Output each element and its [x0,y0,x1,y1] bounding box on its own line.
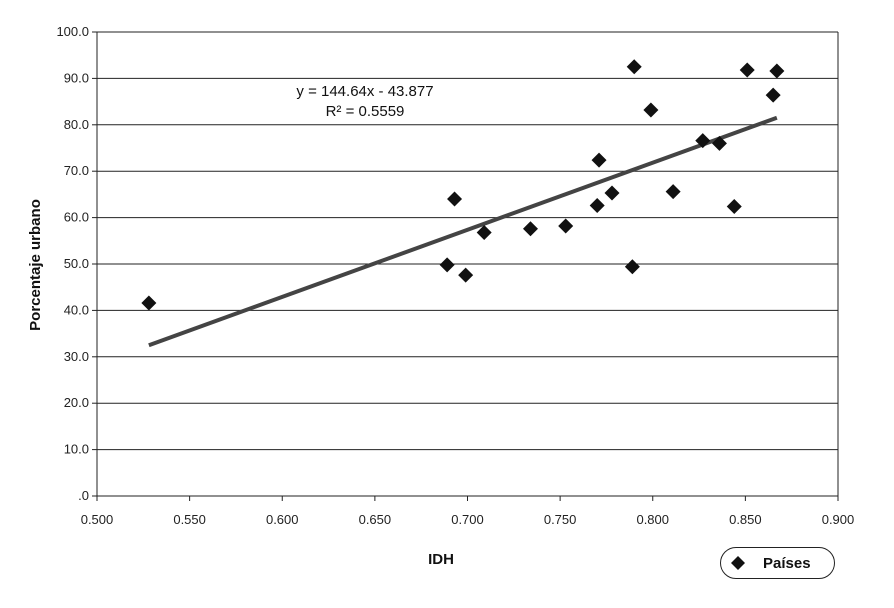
legend: Países [720,547,835,579]
data-point [522,221,538,237]
trendline [148,115,778,348]
data-point [726,198,742,214]
data-point [739,62,755,78]
data-points [141,59,785,311]
data-point [476,224,492,240]
y-tick-label: 10.0 [64,442,89,457]
data-point [624,259,640,275]
x-tick-label: 0.550 [173,512,206,527]
y-tick-label: 20.0 [64,395,89,410]
y-tick-label: 80.0 [64,117,89,132]
data-point [643,102,659,118]
y-tick-label: 30.0 [64,349,89,364]
data-point [765,87,781,103]
grid-lines [97,31,838,451]
x-tick-label: 0.850 [729,512,762,527]
x-tick-label: 0.800 [636,512,669,527]
trendline-group [148,115,778,348]
y-tick-label: 40.0 [64,302,89,317]
y-tick-label: .0 [78,488,89,503]
r-squared-label: R² = 0.5559 [326,103,405,120]
x-tick-label: 0.500 [81,512,114,527]
data-point [711,135,727,151]
data-point [769,63,785,79]
diamond-marker-icon [731,556,745,570]
x-tick-label: 0.700 [451,512,484,527]
x-tick-label: 0.650 [359,512,392,527]
y-axis-title: Porcentaje urbano [27,199,44,331]
x-tick-label: 0.600 [266,512,299,527]
axes [92,31,839,501]
y-tick-label: 50.0 [64,256,89,271]
data-point [558,218,574,234]
data-point [458,267,474,283]
y-tick-labels: .0 10.0 20.0 30.0 40.0 50.0 60.0 70.0 80.0 90.0 10… [56,24,89,503]
x-axis-title: IDH [428,551,454,568]
legend-label: Países [763,554,811,572]
data-point [447,191,463,207]
y-tick-label: 90.0 [64,70,89,85]
data-point [626,59,642,75]
data-point [591,152,607,168]
data-point [141,295,157,311]
data-point [665,184,681,200]
y-tick-label: 70.0 [64,163,89,178]
data-point [439,257,455,273]
x-tick-labels: 0.500 0.550 0.600 0.650 0.700 0.750 0.800 0.850… [81,512,855,527]
y-tick-label: 100.0 [56,24,89,39]
trendline-equation: y = 144.64x - 43.877 [296,83,433,100]
data-point [589,198,605,214]
y-tick-label: 60.0 [64,210,89,225]
data-point [695,133,711,149]
x-tick-label: 0.750 [544,512,577,527]
data-point [604,185,620,201]
x-tick-label: 0.900 [822,512,855,527]
